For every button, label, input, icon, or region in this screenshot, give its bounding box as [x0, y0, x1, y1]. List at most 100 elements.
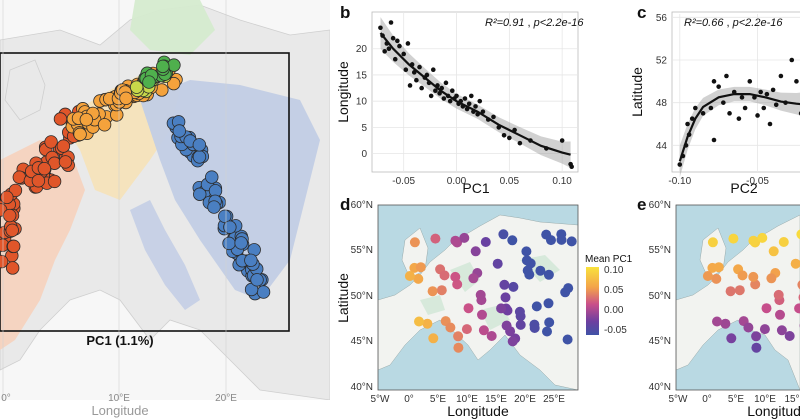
panel-d-xtick-2: 5°E — [430, 394, 447, 405]
mean-pc2-dot — [728, 233, 739, 244]
mean-pc1-dot — [452, 279, 463, 290]
panel-b-point — [388, 20, 394, 25]
panel-b-point — [460, 104, 466, 109]
panel-b-point — [409, 62, 415, 67]
panel-c-point — [711, 79, 717, 84]
sample-dot-west — [56, 139, 71, 153]
panel-c-xtick-label: -0.10 — [668, 176, 691, 187]
sample-dot-east-upper — [192, 150, 207, 164]
mean-pc1-dot — [463, 303, 474, 314]
mean-pc2-dot — [778, 237, 789, 247]
panel-c-point — [700, 111, 706, 116]
panel-e-map — [676, 205, 800, 390]
panel-b-point — [414, 77, 419, 83]
panel-b-point — [559, 138, 565, 143]
sample-dot-east-lower — [193, 187, 207, 201]
mean-pc2-dot — [748, 271, 759, 282]
sample-dot-east-lower — [222, 236, 236, 251]
panel-b-point — [386, 46, 392, 52]
mean-pc1-dot — [543, 269, 554, 280]
legend-colorbar — [586, 267, 599, 335]
panel-c-ylabel: Latitude — [629, 67, 645, 117]
panel-b-point — [501, 132, 507, 138]
mean-pc2-dot — [775, 309, 785, 320]
sample-dot-west — [47, 174, 62, 189]
panel-c-point — [686, 132, 692, 137]
mean-pc1-dot — [492, 258, 503, 269]
panel-b-point — [395, 38, 400, 44]
panel-c-point — [747, 79, 753, 84]
panel-b-point — [569, 164, 574, 170]
mean-pc1-dot — [499, 279, 510, 290]
mean-pc2-dot — [751, 342, 762, 353]
sample-dot-north — [142, 75, 156, 89]
sample-dot-east-lower — [234, 236, 248, 250]
panel-b-ytick-label: 0 — [361, 149, 367, 160]
panel-c-point — [773, 102, 779, 108]
panel-e-xtick-1: 0° — [702, 394, 712, 405]
panel-b-point — [435, 83, 440, 88]
mean-pc1-dot — [414, 316, 424, 327]
mean-pc1-dot — [453, 331, 464, 342]
mean-pc1-dot — [439, 270, 450, 281]
panel-c-point — [789, 57, 795, 63]
panel-b-ylabel: Longitude — [335, 61, 351, 123]
mean-pc1-dot — [436, 285, 447, 296]
panel-b-point — [378, 25, 383, 31]
mean-pc1-dot — [543, 298, 554, 309]
panel-e-ytick-1: 55°N — [649, 245, 671, 256]
panel-c-point — [731, 89, 737, 95]
panel-b-xtick-label: 0.05 — [500, 176, 520, 187]
panel-c-point — [708, 105, 714, 111]
mean-pc1-dot — [428, 333, 439, 344]
panel-b-point — [437, 91, 442, 96]
sample-dot-east-upper — [192, 138, 207, 152]
mean-pc2-dot — [773, 289, 784, 300]
sample-dot-east-lower — [218, 209, 232, 224]
panel-b-stat: R²=0.91 , p<2.2e-16 — [485, 17, 584, 29]
mean-pc2-dot — [712, 316, 722, 327]
panel-c-point — [736, 116, 742, 121]
sample-dot-central — [97, 118, 112, 132]
panel-letter-e: e — [637, 195, 646, 214]
mean-pc1-dot — [470, 246, 481, 257]
panel-c-point — [683, 143, 689, 148]
panel-c-point — [711, 137, 717, 143]
panel-b-point — [477, 98, 483, 104]
panel-c-point — [727, 111, 732, 116]
panel-e-xtick-3: 10°E — [754, 394, 776, 405]
legend-tick-3: -0.05 — [604, 325, 627, 336]
mean-pc2-dot — [768, 246, 779, 257]
mean-pc2-dot — [751, 331, 762, 342]
sample-dot-central — [79, 112, 94, 127]
mean-pc1-dot — [475, 289, 486, 300]
mean-pc1-dot — [566, 236, 577, 247]
mean-pc2-dot — [743, 322, 754, 333]
mean-pc1-dot — [515, 319, 526, 330]
panel-c-point — [739, 95, 745, 100]
mean-pc2-dot — [759, 324, 770, 335]
mean-pc1-dot — [529, 323, 540, 333]
panel-c-point — [758, 89, 763, 95]
panel-d-xtick-0: 5°W — [371, 394, 391, 405]
mean-pc1-dot — [556, 234, 567, 245]
panel-b-xlabel: PC1 — [462, 180, 489, 196]
panel-b-point — [426, 80, 432, 86]
mean-pc1-dot — [413, 273, 424, 284]
mean-pc2-dot — [794, 303, 800, 314]
panel-e-frame — [675, 204, 800, 391]
panel-c-xtick-label: -0.05 — [746, 176, 769, 187]
panel-b-point — [419, 85, 424, 91]
panel-c-ytick-label: 44 — [656, 141, 668, 152]
mean-pc1-dot — [542, 326, 552, 337]
mean-pc2-dot — [784, 331, 795, 341]
sample-dot-iberia — [6, 239, 21, 254]
panel-d-xtick-6: 25°E — [543, 394, 565, 405]
sample-dot-central — [73, 127, 87, 142]
mean-pc1-dot — [422, 318, 433, 329]
panel-b-point — [441, 96, 447, 101]
mean-pc1-dot — [508, 281, 519, 292]
panel-b-point — [392, 56, 398, 62]
panel-b-xtick-label: -0.05 — [392, 176, 415, 187]
panel-c-xlabel: PC2 — [730, 180, 757, 196]
